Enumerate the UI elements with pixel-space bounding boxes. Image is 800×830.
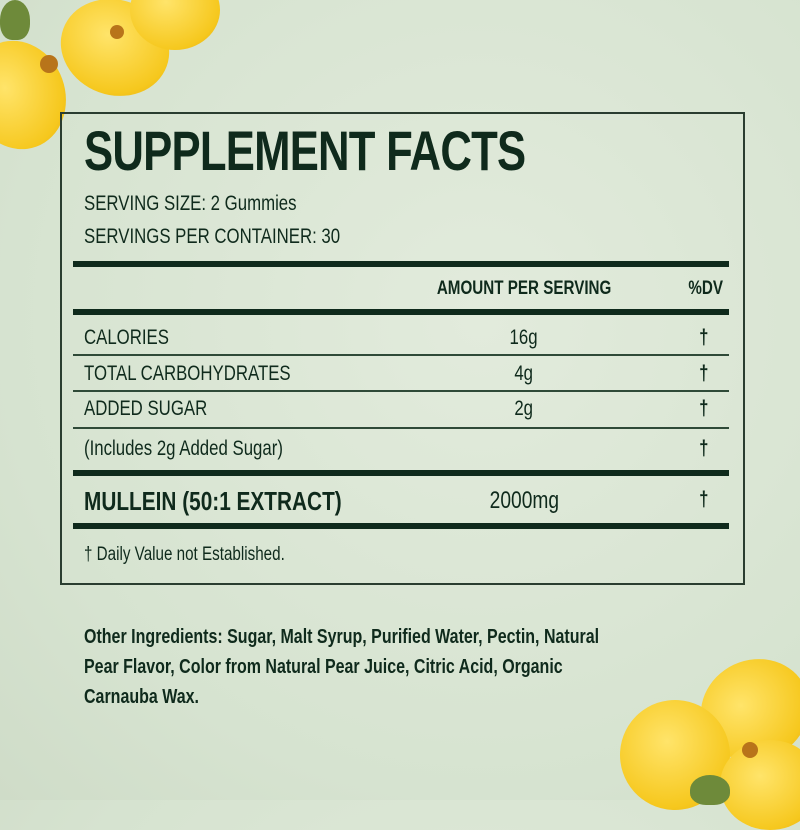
other-ingredients: Other Ingredients: Sugar, Malt Syrup, Pu… (84, 622, 800, 712)
divider (73, 390, 729, 392)
footnote: † Daily Value not Established. (84, 544, 285, 565)
table-row: CALORIES 16g † (84, 326, 709, 349)
panel-title: SUPPLEMENT FACTS (84, 119, 526, 182)
servings-per-container: SERVINGS PER CONTAINER: 30 (84, 225, 341, 248)
ingredients-line: Carnauba Wax. (84, 686, 199, 708)
ingredients-line: Other Ingredients: Sugar, Malt Syrup, Pu… (84, 626, 600, 648)
serving-size: SERVING SIZE: 2 Gummies (84, 192, 297, 215)
table-row: (Includes 2g Added Sugar) † (84, 437, 709, 460)
table-row: TOTAL CARBOHYDRATES 4g † (84, 362, 709, 385)
divider-thick (73, 261, 729, 267)
divider-thick (73, 309, 729, 315)
divider (73, 427, 729, 429)
main-ingredient-row: MULLEIN (50:1 EXTRACT) 2000mg † (84, 486, 709, 516)
divider-thick (73, 523, 729, 529)
table-header: AMOUNT PER SERVING %DV (436, 278, 723, 299)
table-row: ADDED SUGAR 2g † (84, 397, 709, 420)
divider (73, 354, 729, 356)
ingredients-line: Pear Flavor, Color from Natural Pear Jui… (84, 656, 563, 678)
supplement-facts-panel (60, 112, 745, 585)
divider-thick (73, 470, 729, 476)
